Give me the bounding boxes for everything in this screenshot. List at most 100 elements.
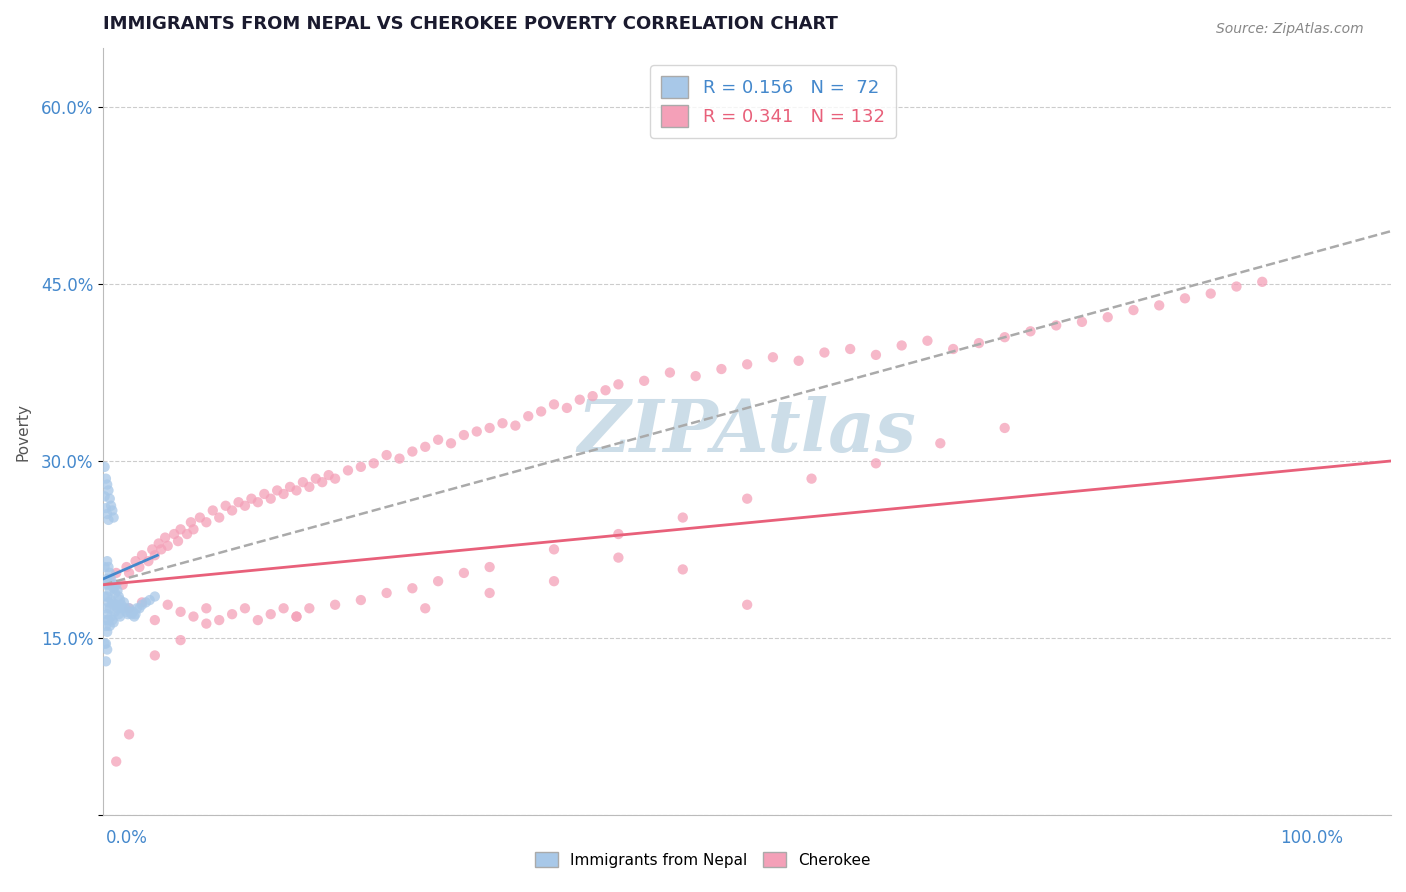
Point (104, 605, 127, 619)
Point (107, 607, 129, 622)
Point (246, 495, 269, 509)
Point (762, 351, 785, 365)
Point (97, 513, 120, 527)
Point (107, 583, 129, 598)
Point (131, 595, 153, 609)
Point (143, 648, 166, 663)
Point (465, 425, 488, 439)
Point (994, 421, 1017, 435)
Point (180, 515, 202, 529)
Point (118, 566, 141, 580)
Point (323, 472, 346, 486)
Point (115, 605, 138, 619)
Point (183, 609, 205, 624)
Point (94, 619, 117, 633)
Point (101, 578, 124, 592)
Point (120, 605, 142, 619)
Point (100, 593, 122, 607)
Point (208, 613, 231, 627)
Point (94, 601, 117, 615)
Point (156, 598, 179, 612)
Point (555, 401, 578, 415)
Point (735, 598, 758, 612)
Point (633, 374, 655, 388)
Point (94, 501, 117, 516)
Point (273, 601, 295, 615)
Point (1199, 286, 1222, 301)
Point (233, 601, 256, 615)
Point (478, 421, 501, 435)
Point (1147, 298, 1170, 312)
Point (195, 616, 218, 631)
Point (672, 562, 695, 576)
Legend: R = 0.156   N =  72, R = 0.341   N = 132: R = 0.156 N = 72, R = 0.341 N = 132 (651, 65, 896, 138)
Point (318, 468, 340, 483)
Point (98, 566, 121, 580)
Point (491, 416, 513, 430)
Point (1225, 279, 1247, 293)
Point (285, 483, 308, 498)
Point (266, 483, 288, 498)
Point (607, 377, 630, 392)
Point (124, 554, 146, 568)
Y-axis label: Poverty: Poverty (15, 402, 30, 460)
Point (100, 572, 122, 586)
Point (530, 404, 553, 418)
Point (1251, 275, 1274, 289)
Point (143, 613, 166, 627)
Point (96, 624, 118, 639)
Text: 0.0%: 0.0% (105, 830, 148, 847)
Point (98, 601, 121, 615)
Point (285, 609, 308, 624)
Point (148, 536, 170, 550)
Point (169, 522, 191, 536)
Point (917, 334, 939, 348)
Point (201, 503, 224, 517)
Point (143, 590, 166, 604)
Point (183, 522, 205, 536)
Point (865, 456, 887, 470)
Point (323, 598, 346, 612)
Point (401, 581, 423, 595)
Point (96, 572, 118, 586)
Point (94, 637, 117, 651)
Point (121, 607, 143, 622)
Point (124, 607, 146, 622)
Point (208, 510, 231, 524)
Point (98, 619, 121, 633)
Point (141, 542, 163, 557)
Point (672, 510, 695, 524)
Text: Source: ZipAtlas.com: Source: ZipAtlas.com (1216, 22, 1364, 37)
Point (104, 586, 127, 600)
Point (96, 477, 118, 491)
Point (453, 428, 475, 442)
Text: ZIPAtlas: ZIPAtlas (578, 396, 917, 467)
Point (108, 609, 131, 624)
Point (735, 357, 758, 371)
Point (96, 590, 118, 604)
Point (143, 548, 166, 562)
Point (111, 578, 134, 592)
Point (1097, 310, 1119, 325)
Point (298, 480, 321, 494)
Point (337, 463, 360, 477)
Point (107, 601, 129, 615)
Point (97, 595, 120, 609)
Point (253, 487, 276, 501)
Point (1019, 324, 1042, 338)
Point (114, 601, 136, 615)
Point (103, 510, 125, 524)
Point (543, 542, 565, 557)
Point (94, 654, 117, 668)
Point (375, 448, 398, 462)
Point (167, 534, 190, 549)
Point (108, 593, 131, 607)
Point (93, 489, 115, 503)
Point (94, 472, 117, 486)
Point (122, 609, 145, 624)
Point (929, 436, 952, 450)
Point (967, 336, 990, 351)
Point (105, 566, 128, 580)
Point (453, 566, 475, 580)
Point (101, 595, 124, 609)
